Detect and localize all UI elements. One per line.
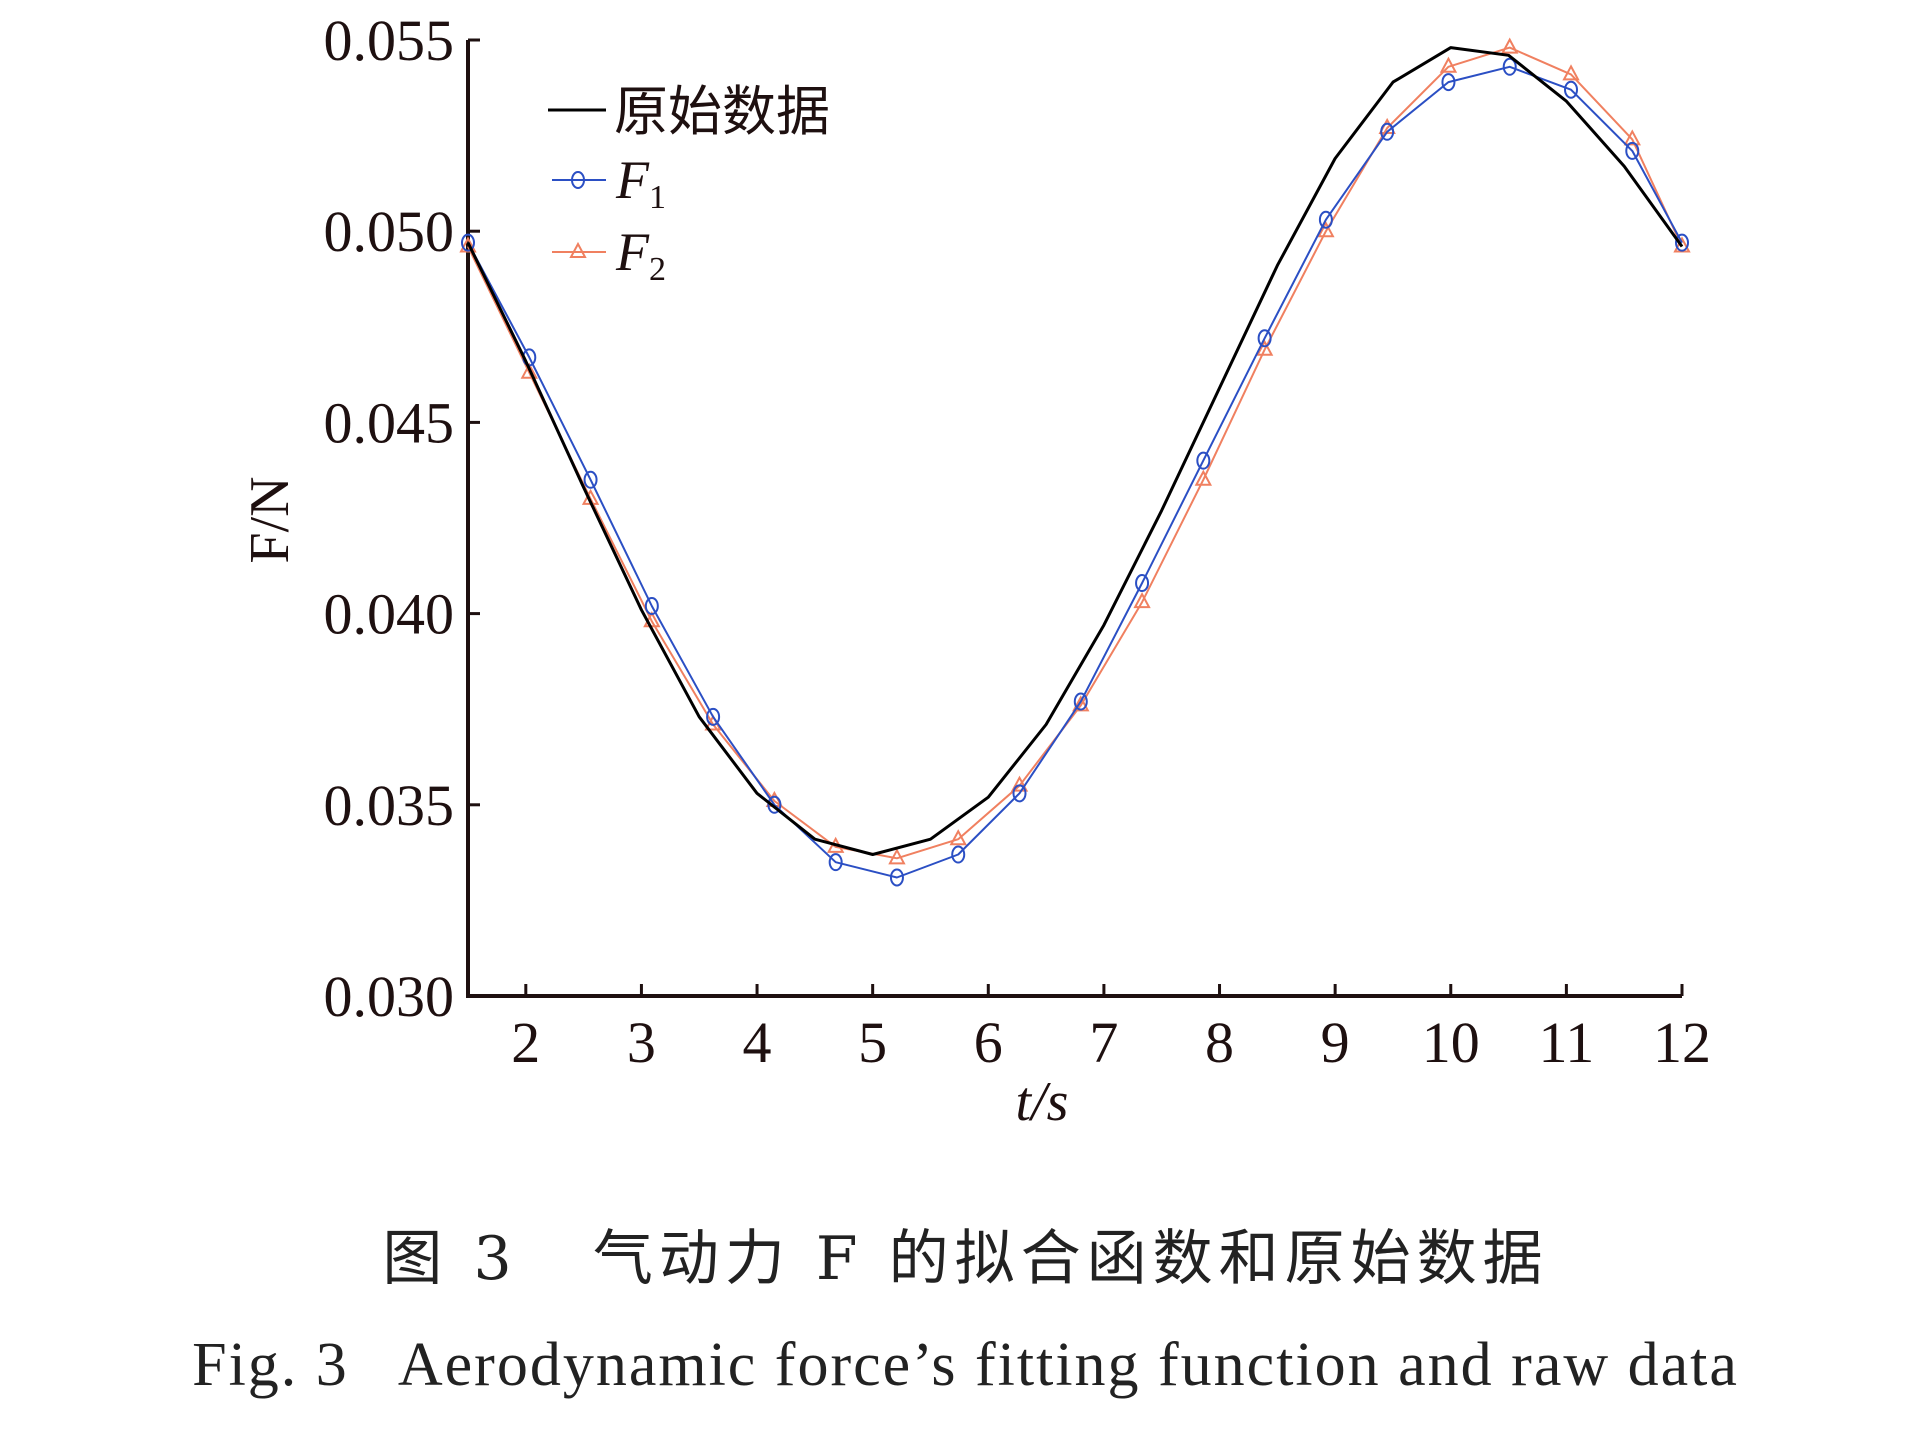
y-axis-label-text: F/N xyxy=(239,476,301,563)
data-point-f1 xyxy=(1012,784,1027,803)
y-tick-label: 0.040 xyxy=(324,582,455,647)
data-point-f1 xyxy=(951,845,966,864)
data-point-f2 xyxy=(1010,775,1029,792)
data-point-f1 xyxy=(1564,80,1579,99)
x-tick-label: 4 xyxy=(743,1010,772,1075)
series-line-1 xyxy=(467,65,1683,879)
data-point-f1 xyxy=(583,470,598,489)
data-point-f1 xyxy=(1625,141,1640,160)
data-point-f2 xyxy=(1623,129,1641,146)
y-tick-label: 0.030 xyxy=(324,964,455,1029)
data-point-f2 xyxy=(1439,56,1458,73)
legend-label-f1: F1 xyxy=(615,150,666,216)
data-point-f2 xyxy=(1317,221,1335,238)
legend: 原始数据 F1 F2 xyxy=(548,82,830,288)
y-tick-label: 0.035 xyxy=(324,773,455,838)
y-tick-label: 0.055 xyxy=(324,8,455,73)
data-point-f1 xyxy=(1073,692,1088,711)
data-point-f1 xyxy=(1318,210,1333,229)
x-tick-label: 2 xyxy=(511,1010,540,1075)
x-tick-label: 5 xyxy=(858,1010,887,1075)
legend-marker-f2 xyxy=(569,241,587,258)
chart-area: 0.030 0.035 0.040 0.045 0.050 0.055 2 3 4 5 6 7 8 9 1… xyxy=(239,8,1711,1133)
data-point-f1 xyxy=(644,596,659,615)
data-point-f1 xyxy=(889,868,904,887)
x-tick-label: 7 xyxy=(1089,1010,1118,1075)
data-point-f1 xyxy=(706,707,721,726)
axes xyxy=(466,40,1682,998)
data-point-f2 xyxy=(1255,339,1274,356)
legend-label-f1-sub: 1 xyxy=(649,179,666,216)
data-point-f1 xyxy=(1441,73,1456,92)
data-point-f1 xyxy=(1380,122,1395,141)
series-line-0 xyxy=(466,46,1684,856)
series-group xyxy=(459,37,1691,887)
x-tick-label: 12 xyxy=(1653,1010,1711,1075)
data-point-f1 xyxy=(461,233,475,252)
x-axis-label: t/s xyxy=(1016,1071,1069,1133)
y-axis-label: F/N xyxy=(239,476,301,563)
legend-label-f1-main: F xyxy=(615,150,650,210)
x-tick-label: 6 xyxy=(974,1010,1003,1075)
data-point-f2 xyxy=(1501,37,1519,54)
x-tick-label: 10 xyxy=(1422,1010,1480,1075)
legend-marker-f1 xyxy=(571,171,585,189)
y-tick-label: 0.045 xyxy=(324,390,455,455)
series-line-2 xyxy=(467,46,1683,860)
data-point-f1 xyxy=(1257,329,1272,348)
data-point-f2 xyxy=(1194,469,1213,486)
data-point-f2 xyxy=(888,848,906,865)
x-tick-label: 11 xyxy=(1538,1010,1594,1075)
legend-label-f2-sub: 2 xyxy=(649,251,666,288)
x-tick-label: 3 xyxy=(627,1010,656,1075)
x-tick-label: 9 xyxy=(1321,1010,1350,1075)
data-point-f1 xyxy=(1675,233,1689,252)
caption-chinese: 图 3 气动力 F 的拟合函数和原始数据 xyxy=(382,1224,1549,1294)
legend-label-raw: 原始数据 xyxy=(614,82,830,142)
data-point-f1 xyxy=(1196,451,1211,470)
series-0 xyxy=(466,46,1684,856)
data-point-f2 xyxy=(520,362,538,379)
y-ticks: 0.030 0.035 0.040 0.045 0.050 0.055 xyxy=(324,8,480,1029)
series-1 xyxy=(461,57,1689,887)
caption-english: Fig. 3 Aerodynamic force’s fitting funct… xyxy=(192,1331,1739,1399)
x-axis-label-var: t/s xyxy=(1016,1071,1069,1133)
data-point-f2 xyxy=(1562,64,1580,81)
legend-label-f2-main: F xyxy=(615,222,650,282)
y-tick-label: 0.050 xyxy=(324,199,455,264)
x-ticks: 2 3 4 5 6 7 8 9 10 11 12 xyxy=(511,984,1711,1075)
x-tick-label: 8 xyxy=(1205,1010,1234,1075)
data-point-f2 xyxy=(949,829,967,846)
data-point-f1 xyxy=(1502,57,1517,76)
data-point-f2 xyxy=(1133,592,1151,609)
data-point-f1 xyxy=(1135,574,1150,593)
data-point-f1 xyxy=(828,853,843,872)
data-point-f1 xyxy=(767,795,782,814)
legend-label-f2: F2 xyxy=(615,222,666,288)
